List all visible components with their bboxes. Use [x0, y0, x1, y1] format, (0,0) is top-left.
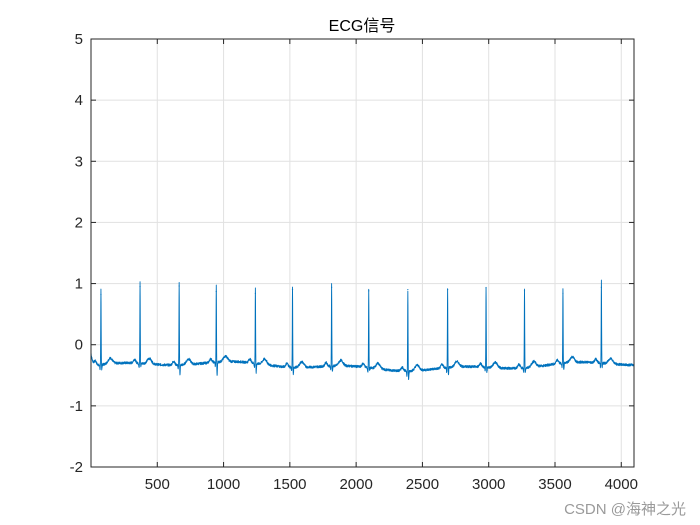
r-peak-point	[600, 286, 602, 288]
r-peak-point	[407, 289, 409, 291]
y-tick-label: 1	[75, 276, 83, 293]
r-peak-point	[562, 292, 564, 294]
x-tick-label: 3500	[538, 476, 571, 493]
y-tick-label: 3	[75, 153, 83, 170]
r-peak-point	[523, 290, 526, 292]
axes-frame	[90, 38, 635, 468]
r-peak-point	[215, 290, 217, 293]
r-peak-point	[254, 292, 256, 294]
y-tick-label: -2	[70, 459, 83, 476]
r-peak-point	[178, 285, 180, 287]
x-tick-label: 1000	[207, 476, 240, 493]
r-peak-point	[368, 290, 370, 292]
r-peak-point	[100, 293, 102, 296]
x-tick-label: 4000	[605, 476, 638, 493]
y-tick-label: 2	[75, 214, 83, 231]
x-tick-label: 3000	[472, 476, 505, 493]
x-tick-label: 2000	[339, 476, 372, 493]
tick-labels: 500 1000 1500 2000 2500 3000 3500 4000 -2 -1 0 1 2 3 4…	[70, 31, 638, 493]
series-layer	[90, 279, 635, 381]
r-peak-point	[447, 289, 449, 291]
x-tick-label: 1500	[273, 476, 306, 493]
r-peak-point	[485, 287, 487, 289]
r-peak-point	[139, 286, 141, 288]
grid-lines	[91, 38, 634, 468]
r-peak-point	[291, 289, 294, 291]
y-tick-label: 5	[75, 31, 83, 48]
x-tick-label: 2500	[406, 476, 439, 493]
ecg-signal-line	[90, 279, 635, 381]
chart-title: ECG信号	[329, 17, 396, 35]
watermark: CSDN @海神之光	[564, 501, 686, 518]
plot-frame	[90, 38, 635, 468]
x-tick-label: 500	[145, 476, 170, 493]
y-tick-label: 4	[75, 92, 83, 109]
y-tick-label: -1	[70, 398, 83, 415]
r-peak-point	[331, 286, 333, 288]
y-tick-label: 0	[75, 337, 83, 354]
